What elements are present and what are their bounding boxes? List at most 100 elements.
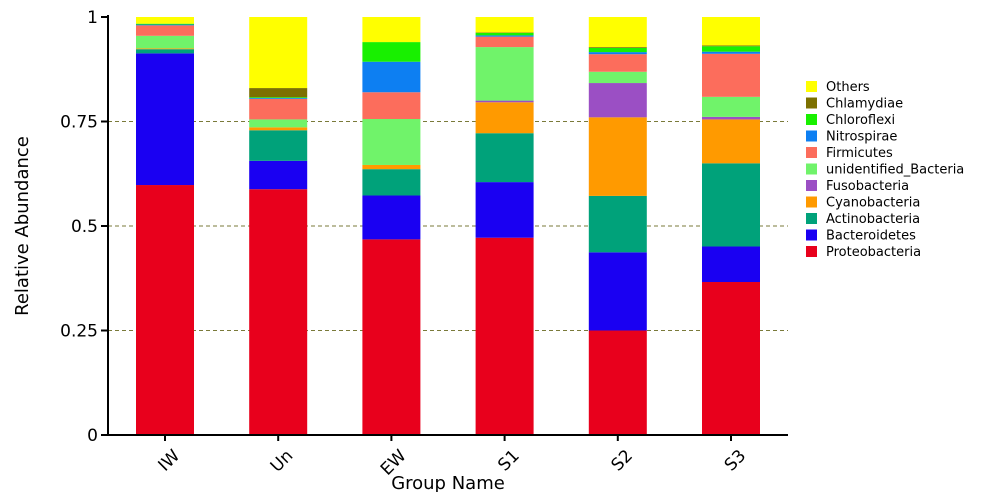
legend-label: Bacteroidetes <box>826 229 916 244</box>
legend-item-chlamydiae: Chlamydiae <box>806 97 903 112</box>
bar-segment-s2-cyanobacteria <box>588 117 647 196</box>
legend-swatch <box>806 130 817 142</box>
bar-segment-ew-bacteroidetes <box>362 195 421 240</box>
bar-segment-ew-others <box>362 17 421 43</box>
bar-segment-un-actinobacteria <box>249 130 308 161</box>
bar-segment-iw-nitrospirae <box>136 24 194 26</box>
bar-segment-s3-actinobacteria <box>702 163 760 247</box>
legend-swatch <box>806 81 817 92</box>
bar-segment-s2-others <box>588 17 647 48</box>
bar-segment-s2-bacteroidetes <box>588 252 647 331</box>
bar-segment-un-others <box>249 17 308 89</box>
legend-item-actinobacteria: Actinobacteria <box>806 212 920 227</box>
bar-segment-ew-actinobacteria <box>362 169 421 196</box>
y-tick-label: 0.75 <box>60 113 98 133</box>
bar-segment-iw-unidentified-bacteria <box>136 35 194 49</box>
legend-label: Actinobacteria <box>826 212 920 227</box>
legend-item-cyanobacteria: Cyanobacteria <box>806 196 920 211</box>
y-tick-labels: 0 0.25 0.5 0.75 1 <box>60 8 98 446</box>
bar-segment-s3-unidentified-bacteria <box>702 96 760 117</box>
bar-segment-s3-cyanobacteria <box>702 119 760 164</box>
bar-segment-s3-nitrospirae <box>702 51 760 54</box>
bar-segment-un-firmicutes <box>249 98 308 120</box>
bar-segment-ew-cyanobacteria <box>362 164 421 170</box>
legend-label: unidentified_Bacteria <box>826 163 964 178</box>
legend-swatch <box>806 163 817 175</box>
legend-swatch <box>806 246 817 257</box>
bars-group <box>136 17 760 435</box>
bar-segment-s1-nitrospirae <box>475 35 534 37</box>
bar-segment-s1-chloroflexi <box>475 32 534 36</box>
bar-segment-s2-actinobacteria <box>588 195 647 253</box>
bar-segment-un-unidentified-bacteria <box>249 119 308 128</box>
legend-item-fusobacteria: Fusobacteria <box>806 179 909 194</box>
legend-item-proteobacteria: Proteobacteria <box>806 245 921 260</box>
legend-label: Chloroflexi <box>826 113 895 128</box>
legend-item-nitrospirae: Nitrospirae <box>806 130 897 145</box>
bar-segment-s3-proteobacteria <box>702 282 760 435</box>
bar-segment-un-chlamydiae <box>249 88 308 98</box>
bar-segment-s2-firmicutes <box>588 54 647 72</box>
bar-segment-iw-cyanobacteria <box>136 48 194 50</box>
x-tick-label-iw: IW <box>155 446 185 476</box>
legend-swatch <box>806 180 817 191</box>
bar-segment-un-bacteroidetes <box>249 160 308 190</box>
bar-segment-s1-bacteroidetes <box>475 182 534 238</box>
legend-label: Fusobacteria <box>826 179 909 194</box>
legend-swatch <box>806 213 817 224</box>
bar-segment-un-cyanobacteria <box>249 127 308 131</box>
y-axis-title: Relative Abundance <box>12 136 33 316</box>
x-axis-title: Group Name <box>391 473 505 492</box>
bar-segment-s1-proteobacteria <box>475 237 534 435</box>
y-tick-label: 0.25 <box>60 322 98 342</box>
bar-segment-s3-bacteroidetes <box>702 246 760 283</box>
y-tick-label: 1 <box>87 8 98 28</box>
bar-segment-s2-chlamydiae <box>588 47 647 48</box>
bar-segment-ew-nitrospirae <box>362 61 421 93</box>
legend-label: Firmicutes <box>826 146 893 161</box>
legend-item-firmicutes: Firmicutes <box>806 146 893 161</box>
bar-segment-ew-unidentified-bacteria <box>362 118 421 165</box>
bar-segment-un-chloroflexi <box>249 97 308 99</box>
bar-segment-s1-cyanobacteria <box>475 102 534 134</box>
legend-label: Cyanobacteria <box>826 196 920 211</box>
grid-lines <box>108 121 788 331</box>
bar-segment-ew-chloroflexi <box>362 42 421 62</box>
legend-swatch <box>806 114 817 125</box>
bar-segment-s1-others <box>475 17 534 33</box>
bar-segment-iw-firmicutes <box>136 25 194 36</box>
bar-segment-un-nitrospirae <box>249 98 308 99</box>
bar-segment-ew-firmicutes <box>362 92 421 119</box>
bar-segment-iw-actinobacteria <box>136 49 194 54</box>
bar-segment-iw-others <box>136 17 194 24</box>
x-tick-label-s1: S1 <box>494 446 523 475</box>
legend-item-chloroflexi: Chloroflexi <box>806 113 895 128</box>
bar-segment-s3-chloroflexi <box>702 46 760 52</box>
legend-label: Others <box>826 80 870 95</box>
bar-segment-s3-firmicutes <box>702 53 760 97</box>
bar-segment-s2-unidentified-bacteria <box>588 71 647 84</box>
legend-swatch <box>806 97 817 109</box>
legend-item-bacteroidetes: Bacteroidetes <box>806 229 916 244</box>
bar-segment-iw-bacteroidetes <box>136 53 194 186</box>
bar-segment-s3-fusobacteria <box>702 116 760 120</box>
bar-segment-s2-proteobacteria <box>588 330 647 435</box>
legend-item-others: Others <box>806 80 870 95</box>
bar-segment-s2-nitrospirae <box>588 52 647 55</box>
bar-segment-ew-proteobacteria <box>362 239 421 435</box>
bar-segment-s2-chloroflexi <box>588 47 647 53</box>
y-tick-label: 0.5 <box>71 217 98 237</box>
bar-segment-iw-chloroflexi <box>136 23 194 25</box>
bar-segment-s3-chlamydiae <box>702 45 760 47</box>
bar-segment-s1-actinobacteria <box>475 133 534 183</box>
x-tick-label-s2: S2 <box>608 446 637 475</box>
bar-segment-s1-unidentified-bacteria <box>475 47 534 101</box>
legend-label: Nitrospirae <box>826 130 897 145</box>
bar-segment-s3-others <box>702 17 760 46</box>
legend-swatch <box>806 229 817 241</box>
bar-segment-s1-fusobacteria <box>475 100 534 103</box>
bar-segment-s2-fusobacteria <box>588 83 647 118</box>
bar-segment-iw-proteobacteria <box>136 185 194 435</box>
axes-group <box>101 15 788 441</box>
